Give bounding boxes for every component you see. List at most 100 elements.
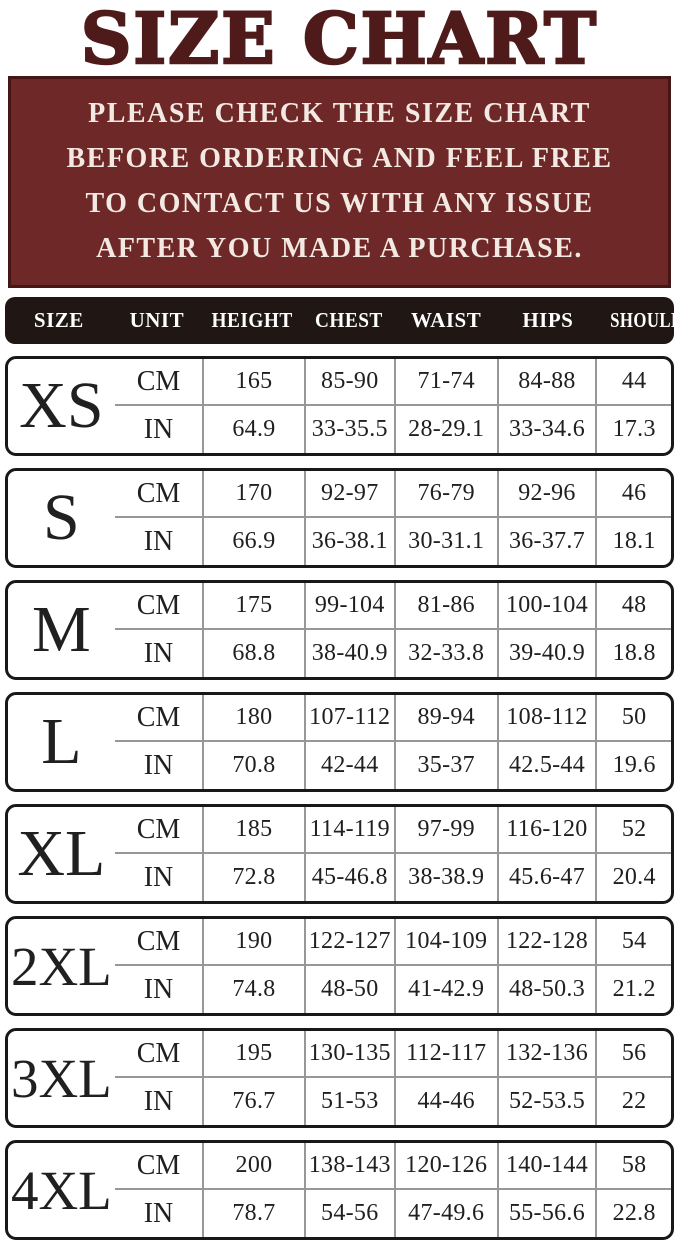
- size-row-2xl: 2XL CM 190 122-127 104-109 122-128 54 IN 74.8 48-…: [5, 916, 674, 1016]
- height-cm-value: 200: [202, 1143, 304, 1190]
- height-cm-value: 185: [202, 807, 304, 854]
- shoulder-cm-value: 58: [595, 1143, 671, 1190]
- chest-in-value: 42-44: [303, 742, 394, 789]
- hips-in-value: 45.6-47: [496, 854, 596, 901]
- waist-cm-value: 104-109: [393, 919, 497, 966]
- hips-in-value: 33-34.6: [496, 406, 596, 453]
- chest-cm-value: 114-119: [303, 807, 394, 854]
- notice-line-2: BEFORE ORDERING AND FEEL FREE: [66, 143, 613, 175]
- col-header-hips-label: HIPS: [522, 308, 574, 332]
- hips-in-value: 52-53.5: [496, 1078, 596, 1125]
- hips-in-value: 42.5-44: [496, 742, 596, 789]
- height-cm-value: 180: [202, 695, 304, 742]
- unit-label-cm: CM: [114, 1143, 203, 1190]
- size-row-m: M CM 175 99-104 81-86 100-104 48 IN 68.8 38-40.9 3…: [5, 580, 674, 680]
- waist-in-value: 44-46: [393, 1078, 497, 1125]
- col-header-chest: CHEST: [303, 308, 394, 333]
- size-row-l: L CM 180 107-112 89-94 108-112 50 IN 70.8 42-44 35…: [5, 692, 674, 792]
- height-cm-value: 165: [202, 359, 304, 406]
- size-row-s: S CM 170 92-97 76-79 92-96 46 IN 66.9 36-38.1 30-3…: [5, 468, 674, 568]
- height-in-value: 74.8: [202, 966, 303, 1013]
- size-row-xl: XL CM 185 114-119 97-99 116-120 52 IN 72.8 45-46.…: [5, 804, 674, 904]
- size-row-xs: XS CM 165 85-90 71-74 84-88 44 IN 64.9 33-35.5 28-…: [5, 356, 674, 456]
- waist-in-value: 30-31.1: [393, 518, 497, 565]
- hips-in-value: 55-56.6: [496, 1190, 596, 1237]
- shoulder-cm-value: 44: [595, 359, 671, 406]
- col-header-hips: HIPS: [498, 308, 598, 333]
- unit-label-cm: CM: [114, 583, 203, 630]
- waist-cm-value: 76-79: [393, 471, 497, 518]
- size-row-3xl: 3XL CM 195 130-135 112-117 132-136 56 IN 76.7 51-…: [5, 1028, 674, 1128]
- shoulder-cm-value: 50: [595, 695, 671, 742]
- chest-in-value: 51-53: [303, 1078, 394, 1125]
- unit-label-in: IN: [143, 637, 174, 669]
- shoulder-in-value: 22: [595, 1078, 671, 1125]
- unit-label-cm: CM: [114, 359, 203, 406]
- hips-cm-value: 108-112: [496, 695, 596, 742]
- waist-cm-value: 81-86: [393, 583, 497, 630]
- hips-cm-value: 100-104: [496, 583, 596, 630]
- page-title: SIZE CHART: [80, 0, 599, 81]
- col-header-waist: WAIST: [394, 308, 498, 333]
- unit-label-cm: CM: [114, 695, 203, 742]
- chest-in-value: 33-35.5: [303, 406, 394, 453]
- height-in-value: 64.9: [202, 406, 303, 453]
- waist-cm-value: 71-74: [393, 359, 497, 406]
- notice-banner: PLEASE CHECK THE SIZE CHART BEFORE ORDER…: [8, 76, 671, 288]
- shoulder-in-value: 22.8: [595, 1190, 671, 1237]
- height-in-value: 76.7: [202, 1078, 303, 1125]
- unit-label-cm: CM: [114, 471, 203, 518]
- unit-label-in: IN: [143, 861, 174, 893]
- height-in-value: 68.8: [202, 630, 303, 677]
- shoulder-in-value: 19.6: [595, 742, 671, 789]
- shoulder-cm-value: 48: [595, 583, 671, 630]
- unit-label-in: IN: [143, 1197, 174, 1229]
- size-label: 2XL: [10, 935, 112, 997]
- shoulder-cm-value: 56: [595, 1031, 671, 1078]
- waist-cm-value: 112-117: [393, 1031, 497, 1078]
- size-table: XS CM 165 85-90 71-74 84-88 44 IN 64.9 33-35.5 28-…: [0, 356, 679, 1240]
- chest-in-value: 38-40.9: [303, 630, 394, 677]
- hips-cm-value: 84-88: [496, 359, 596, 406]
- size-label: 3XL: [10, 1047, 112, 1109]
- height-cm-value: 170: [202, 471, 304, 518]
- waist-cm-value: 97-99: [393, 807, 497, 854]
- chest-cm-value: 138-143: [303, 1143, 394, 1190]
- shoulder-in-value: 17.3: [595, 406, 671, 453]
- notice-line-3: TO CONTACT US WITH ANY ISSUE: [85, 188, 594, 220]
- col-header-shoulder-label: SHOULDER: [609, 308, 674, 332]
- shoulder-cm-value: 54: [595, 919, 671, 966]
- hips-cm-value: 132-136: [496, 1031, 596, 1078]
- unit-label-cm: CM: [114, 807, 203, 854]
- unit-label-cm: CM: [114, 1031, 203, 1078]
- col-header-height-label: HEIGHT: [211, 308, 293, 332]
- height-cm-value: 190: [202, 919, 304, 966]
- height-in-value: 78.7: [202, 1190, 303, 1237]
- shoulder-cm-value: 52: [595, 807, 671, 854]
- chest-in-value: 54-56: [303, 1190, 394, 1237]
- height-in-value: 66.9: [202, 518, 303, 565]
- height-in-value: 72.8: [202, 854, 303, 901]
- waist-in-value: 32-33.8: [393, 630, 497, 677]
- col-header-unit: UNIT: [113, 308, 201, 333]
- chest-in-value: 45-46.8: [303, 854, 394, 901]
- size-label: S: [43, 481, 80, 554]
- col-header-unit-label: UNIT: [129, 308, 185, 332]
- hips-in-value: 36-37.7: [496, 518, 596, 565]
- col-header-size: SIZE: [5, 308, 113, 333]
- shoulder-in-value: 20.4: [595, 854, 671, 901]
- chest-cm-value: 122-127: [303, 919, 394, 966]
- chest-cm-value: 99-104: [303, 583, 394, 630]
- chest-cm-value: 92-97: [303, 471, 394, 518]
- shoulder-cm-value: 46: [595, 471, 671, 518]
- col-header-waist-label: WAIST: [411, 308, 482, 332]
- waist-cm-value: 89-94: [393, 695, 497, 742]
- col-header-size-label: SIZE: [33, 308, 84, 332]
- col-header-chest-label: CHEST: [314, 308, 383, 332]
- waist-in-value: 35-37: [393, 742, 497, 789]
- unit-label-in: IN: [143, 1085, 174, 1117]
- height-cm-value: 175: [202, 583, 304, 630]
- unit-label-in: IN: [143, 525, 174, 557]
- chest-in-value: 36-38.1: [303, 518, 394, 565]
